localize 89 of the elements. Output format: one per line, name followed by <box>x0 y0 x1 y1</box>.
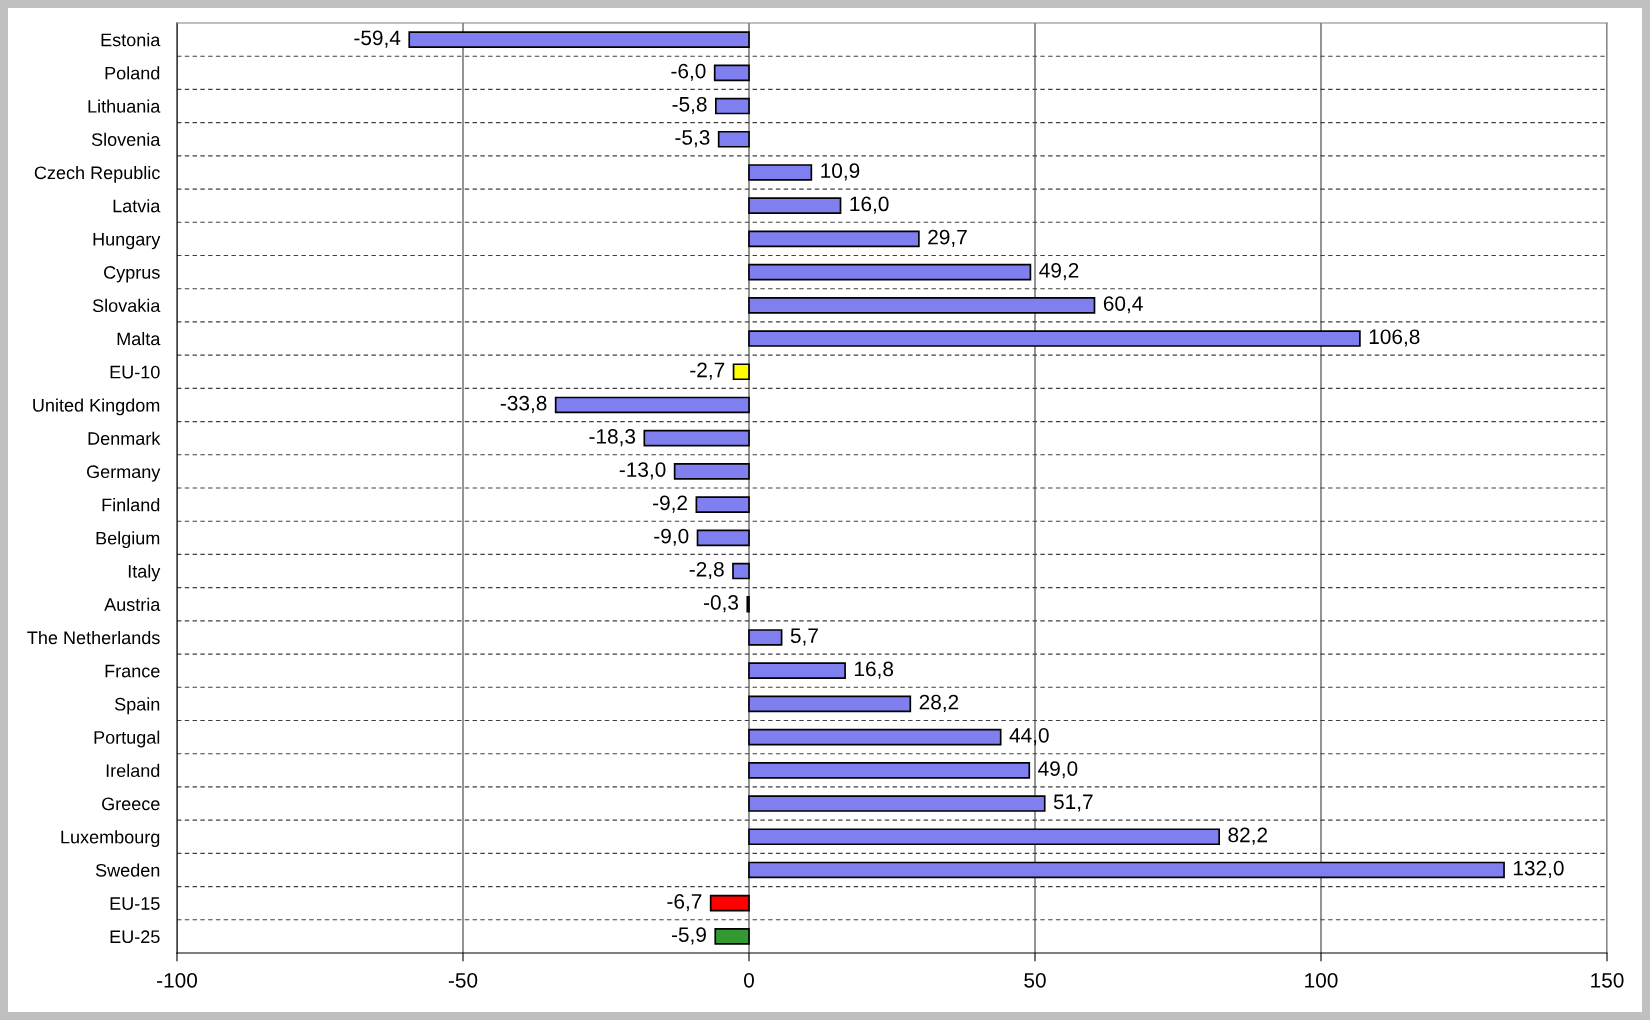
bar <box>748 629 783 646</box>
bar <box>748 263 1032 281</box>
bar <box>748 762 1031 779</box>
y-tick-label: Cyprus <box>104 266 160 283</box>
bar <box>696 529 750 547</box>
data-label: 51,7 <box>1053 794 1093 812</box>
y-tick-label: Sweden <box>95 863 160 877</box>
data-label: -6,0 <box>671 63 706 81</box>
y-tick-label: Belgium <box>96 531 160 549</box>
data-label: 5,7 <box>790 628 818 646</box>
data-label: 49,0 <box>1038 761 1078 779</box>
x-tick-label: 100 <box>1305 972 1338 988</box>
y-tick-label: Austria <box>104 597 161 611</box>
bar <box>748 795 1046 812</box>
y-tick-label: Portugal <box>94 730 160 748</box>
data-label: 106,8 <box>1369 329 1420 347</box>
y-tick-label: Denmark <box>88 431 161 445</box>
bar <box>732 562 750 580</box>
bar <box>673 463 750 480</box>
data-label: 16,0 <box>850 196 889 214</box>
bar <box>748 297 1096 314</box>
y-tick-label: Slovenia <box>91 132 161 146</box>
bar <box>748 662 846 679</box>
data-label: -2,7 <box>690 362 725 380</box>
bar <box>709 894 750 912</box>
y-tick-label: Hungary <box>93 233 161 250</box>
data-label: 60,4 <box>1103 296 1143 314</box>
y-tick-label: Slovakia <box>92 298 161 313</box>
data-label: -0,3 <box>703 595 739 613</box>
bar <box>748 164 813 181</box>
y-tick-label: EU-15 <box>110 897 160 910</box>
x-tick-label: -50 <box>448 972 478 988</box>
bar <box>748 828 1221 846</box>
bar <box>748 695 912 713</box>
bar <box>713 64 750 82</box>
bar <box>748 230 920 248</box>
data-label: -5,9 <box>671 927 706 945</box>
y-tick-label: Latvia <box>113 199 161 213</box>
data-label: -6,7 <box>667 894 702 912</box>
data-label: 44,0 <box>1009 727 1049 746</box>
bar <box>408 31 750 48</box>
data-label: -13,0 <box>619 462 666 480</box>
x-tick-label: 0 <box>744 972 754 988</box>
bar <box>717 130 750 148</box>
data-label: -9,2 <box>653 495 687 513</box>
data-label: -5,3 <box>675 130 710 148</box>
y-tick-label: The Netherlands <box>27 630 160 645</box>
y-tick-label: United Kingdom <box>33 398 160 416</box>
y-tick-label: Greece <box>102 797 160 811</box>
x-tick-label: -100 <box>157 972 198 988</box>
data-label: 10,9 <box>821 163 860 181</box>
bar <box>695 496 750 513</box>
bar <box>554 396 750 414</box>
y-tick-label: Germany <box>87 465 161 482</box>
y-tick-label: Italy <box>128 564 161 582</box>
y-tick-label: Luxembourg <box>61 830 160 848</box>
bar <box>643 429 750 447</box>
data-label: 29,7 <box>928 229 967 247</box>
data-label: -2,8 <box>689 561 724 580</box>
data-label: -5,8 <box>672 96 707 115</box>
y-tick-label: Poland <box>105 66 160 80</box>
data-label: -33,8 <box>500 395 547 414</box>
bar <box>748 728 1002 746</box>
y-tick-label: Ireland <box>106 763 160 778</box>
x-tick-label: 50 <box>1024 972 1046 988</box>
y-tick-label: Malta <box>117 331 161 346</box>
data-label: 82,2 <box>1228 827 1268 845</box>
x-tick-label: 150 <box>1591 972 1624 988</box>
y-tick-label: Spain <box>114 697 160 715</box>
data-label: 49,2 <box>1039 262 1079 281</box>
y-tick-label: EU-25 <box>110 930 160 944</box>
y-tick-label: France <box>105 664 160 678</box>
y-tick-label: Finland <box>102 498 160 512</box>
y-tick-label: EU-10 <box>110 365 160 379</box>
bar <box>714 97 750 115</box>
data-label: -59,4 <box>354 30 401 48</box>
data-label: 28,2 <box>919 694 959 712</box>
bar <box>714 928 750 945</box>
data-label: 132,0 <box>1513 860 1564 879</box>
y-tick-label: Estonia <box>101 33 161 47</box>
bar <box>748 197 842 214</box>
bar <box>748 861 1505 879</box>
y-tick-label: Lithuania <box>88 99 161 113</box>
data-label: -18,3 <box>589 429 636 447</box>
data-label: 16,8 <box>855 661 894 679</box>
y-tick-label: Czech Republic <box>34 165 160 183</box>
bar <box>732 363 750 381</box>
data-label: -9,0 <box>654 528 689 546</box>
bar <box>748 330 1361 347</box>
